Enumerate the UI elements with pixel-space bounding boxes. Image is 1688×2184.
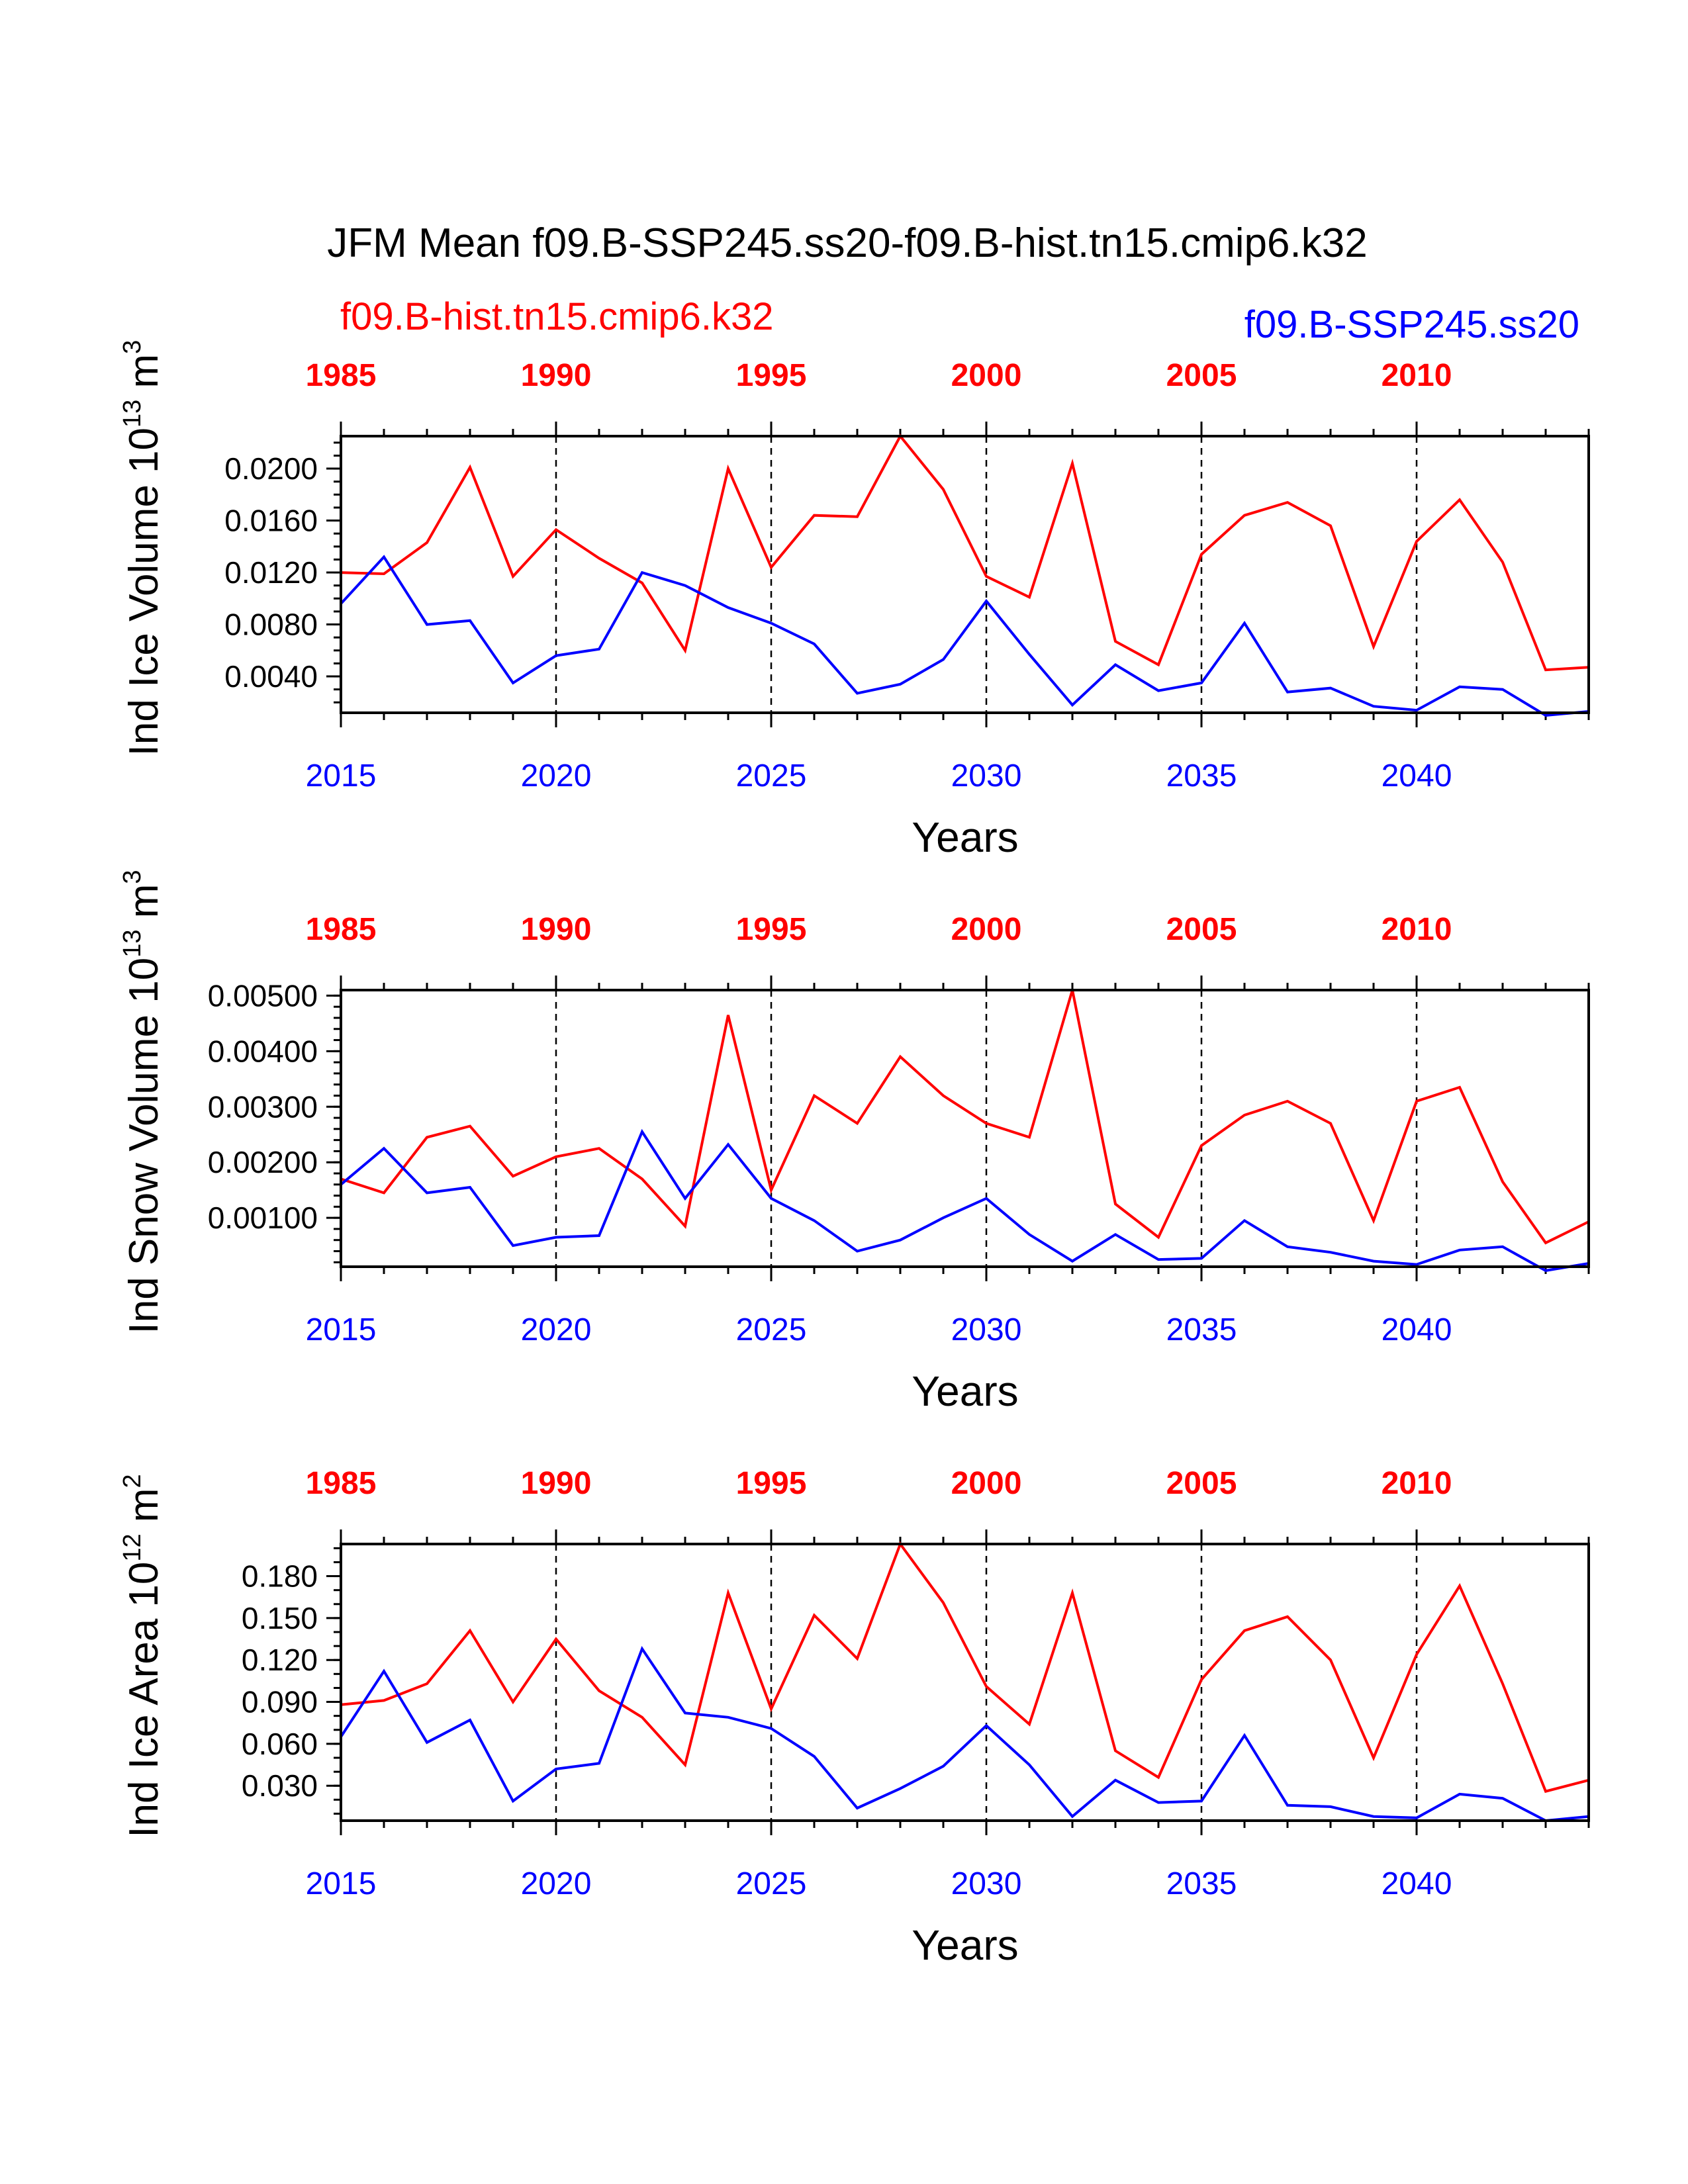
y-axis-title-unit: m <box>121 1488 167 1533</box>
bottom-x-tick-label: 2025 <box>736 758 807 794</box>
bottom-x-tick-label: 2040 <box>1382 1312 1452 1347</box>
y-axis-title-text: Ind Ice Area 10 <box>121 1562 167 1838</box>
figure-title: JFM Mean f09.B-SSP245.ss20-f09.B-hist.tn… <box>327 220 1367 266</box>
y-tick-label: 0.0200 <box>224 451 318 486</box>
y-axis-title-exponent: 12 <box>118 1533 146 1561</box>
plot-frame <box>340 1543 1590 1822</box>
top-x-tick-label: 1990 <box>521 912 592 947</box>
y-tick-label: 0.00200 <box>208 1145 318 1179</box>
x-axis-title: Years <box>912 813 1018 861</box>
top-x-tick-label: 2005 <box>1166 1466 1237 1501</box>
y-axis-title-unit-exponent: 2 <box>118 1474 146 1488</box>
chart-panel-2: 0.00100 0.00200 0.00300 0.00400 0.00500 2015 2… <box>118 870 1590 1415</box>
scenario-series-line <box>340 1645 1589 1823</box>
top-x-tick-label: 2005 <box>1166 358 1237 393</box>
x-axis-title: Years <box>912 1367 1018 1415</box>
top-x-tick-label: 2010 <box>1382 912 1452 947</box>
historical-case-label: f09.B-hist.tn15.cmip6.k32 <box>340 295 773 338</box>
bottom-x-tick-label: 2030 <box>951 1312 1022 1347</box>
y-axis-title-unit: m <box>121 354 167 400</box>
scenario-series-line <box>340 555 1589 717</box>
y-axis-title-text: Ind Ice Volume 10 <box>121 428 167 756</box>
historical-series-line <box>340 989 1589 1245</box>
chart-panel-1: 0.0040 0.0080 0.0120 0.0160 0.0200 2015 2020 20… <box>118 340 1590 861</box>
y-tick-label: 0.180 <box>242 1559 318 1594</box>
y-tick-label: 0.0040 <box>224 659 318 694</box>
top-x-tick-label: 1985 <box>306 1466 377 1501</box>
y-tick-label: 0.030 <box>242 1768 318 1803</box>
y-axis-title-exponent: 13 <box>118 930 146 958</box>
y-tick-label: 0.0160 <box>224 504 318 538</box>
y-tick-label: 0.0120 <box>224 555 318 590</box>
top-x-tick-label: 1995 <box>736 912 807 947</box>
top-x-tick-label: 2000 <box>951 358 1022 393</box>
bottom-x-tick-label: 2015 <box>306 1312 377 1347</box>
top-x-tick-label: 1985 <box>306 358 377 393</box>
historical-series-line <box>340 433 1589 672</box>
bottom-x-tick-label: 2030 <box>951 758 1022 794</box>
bottom-x-tick-label: 2020 <box>521 758 592 794</box>
top-x-tick-label: 2010 <box>1382 1466 1452 1501</box>
y-tick-label: 0.0080 <box>224 608 318 642</box>
bottom-x-tick-label: 2040 <box>1382 758 1452 794</box>
historical-series-line <box>340 1541 1589 1794</box>
y-axis-title-unit: m <box>121 884 167 930</box>
y-axis-title: Ind Ice Area 1012 m2 <box>118 1474 167 1837</box>
y-tick-label: 0.150 <box>242 1601 318 1635</box>
y-axis-title: Ind Ice Volume 1013 m3 <box>118 340 167 756</box>
top-x-tick-label: 1995 <box>736 358 807 393</box>
bottom-x-tick-label: 2035 <box>1166 1866 1237 1901</box>
top-x-tick-label: 1990 <box>521 1466 592 1501</box>
bottom-x-tick-label: 2025 <box>736 1312 807 1347</box>
bottom-x-tick-label: 2015 <box>306 758 377 794</box>
chart-panel-3: 0.030 0.060 0.090 0.120 0.150 0.180 2015 2020 20… <box>118 1466 1590 1969</box>
bottom-x-tick-label: 2030 <box>951 1866 1022 1901</box>
top-x-tick-label: 1990 <box>521 358 592 393</box>
bottom-x-tick-label: 2020 <box>521 1312 592 1347</box>
bottom-x-tick-label: 2015 <box>306 1866 377 1901</box>
y-tick-label: 0.00100 <box>208 1201 318 1235</box>
y-axis-title-unit-exponent: 3 <box>118 340 146 354</box>
top-x-tick-label: 1985 <box>306 912 377 947</box>
top-x-tick-label: 2005 <box>1166 912 1237 947</box>
bottom-x-tick-label: 2040 <box>1382 1866 1452 1901</box>
bottom-x-tick-label: 2025 <box>736 1866 807 1901</box>
top-x-tick-label: 2010 <box>1382 358 1452 393</box>
y-tick-label: 0.00400 <box>208 1034 318 1068</box>
y-tick-label: 0.00300 <box>208 1089 318 1124</box>
plot-frame <box>340 989 1590 1268</box>
y-axis-title-unit-exponent: 3 <box>118 870 146 884</box>
y-axis-title: Ind Snow Volume 1013 m3 <box>118 870 167 1334</box>
y-tick-label: 0.060 <box>242 1727 318 1761</box>
x-axis-title: Years <box>912 1921 1018 1969</box>
top-x-tick-label: 1995 <box>736 1466 807 1501</box>
y-tick-label: 0.090 <box>242 1685 318 1719</box>
bottom-x-tick-label: 2020 <box>521 1866 592 1901</box>
scenario-series-line <box>340 1128 1589 1272</box>
y-axis-title-text: Ind Snow Volume 10 <box>121 958 167 1334</box>
top-x-tick-label: 2000 <box>951 1466 1022 1501</box>
plot-frame <box>340 435 1590 714</box>
y-axis-title-exponent: 13 <box>118 400 146 428</box>
bottom-x-tick-label: 2035 <box>1166 758 1237 794</box>
bottom-x-tick-label: 2035 <box>1166 1312 1237 1347</box>
y-tick-label: 0.120 <box>242 1643 318 1677</box>
top-x-tick-label: 2000 <box>951 912 1022 947</box>
scenario-case-label: f09.B-SSP245.ss20 <box>1244 303 1579 346</box>
y-tick-label: 0.00500 <box>208 978 318 1013</box>
